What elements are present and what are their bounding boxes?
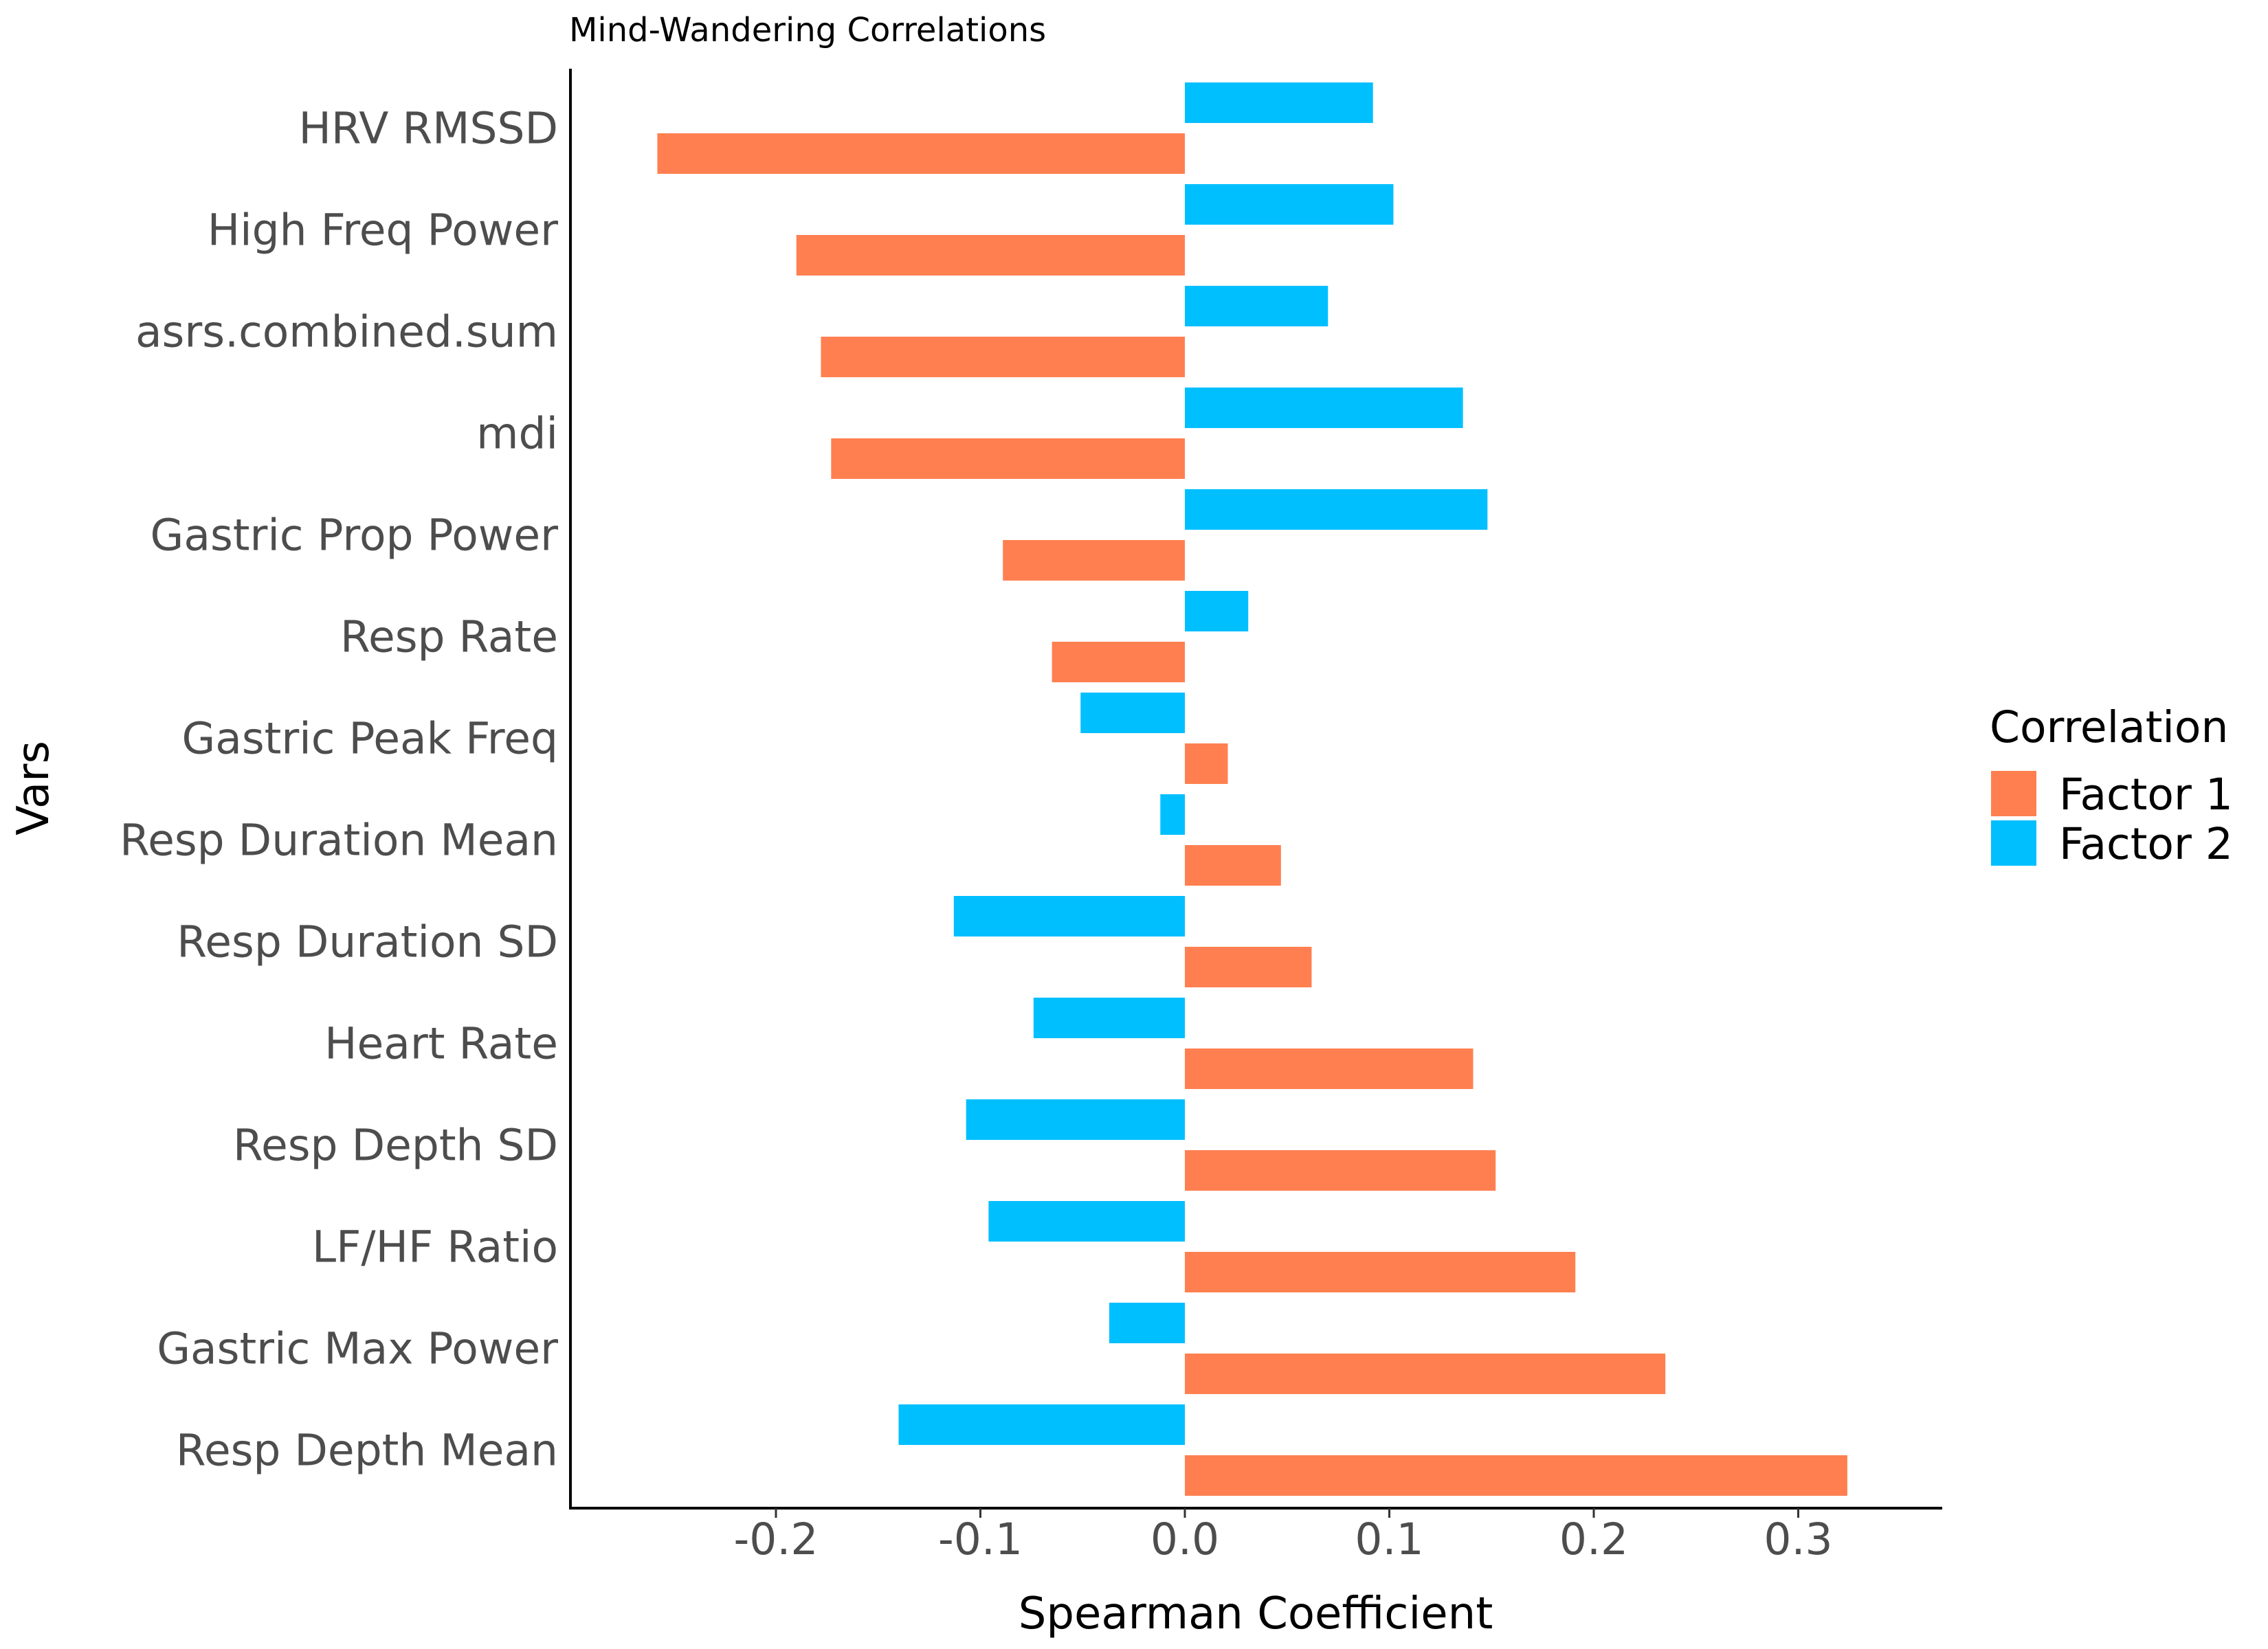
y-tick-label: HRV RMSSD	[299, 104, 558, 154]
x-tick-label: -0.2	[734, 1514, 819, 1564]
bar-factor-1-resp-depth-sd	[1185, 1150, 1496, 1191]
bar-factor-2-gastric-max-power	[1109, 1303, 1185, 1343]
bar-factor-2-mdi	[1185, 388, 1463, 428]
y-tick-label: mdi	[476, 409, 558, 459]
bar-factor-1-resp-rate	[1052, 642, 1185, 682]
bar-factor-1-resp-duration-sd	[1185, 947, 1312, 987]
y-tick-label: Resp Depth SD	[233, 1121, 558, 1171]
legend-title: Correlation	[1990, 702, 2228, 752]
y-tick-label: Resp Depth Mean	[176, 1426, 558, 1476]
bar-factor-1-asrs-combined-sum	[821, 337, 1185, 377]
bar-factor-2-lf-hf-ratio	[988, 1201, 1185, 1242]
y-axis-title: Vars	[8, 741, 59, 835]
bar-factor-1-resp-duration-mean	[1185, 845, 1281, 886]
y-tick-label: Gastric Peak Freq	[181, 714, 558, 764]
bar-factor-2-resp-duration-sd	[953, 896, 1185, 936]
y-tick-label: Resp Rate	[340, 612, 558, 662]
y-tick-label: LF/HF Ratio	[312, 1222, 558, 1272]
legend-label-factor-2: Factor 2	[2059, 819, 2233, 869]
bar-factor-2-heart-rate	[1033, 998, 1185, 1038]
y-tick-label: Heart Rate	[324, 1019, 558, 1069]
bar-factor-2-resp-depth-sd	[966, 1099, 1185, 1140]
x-tick-label: 0.3	[1764, 1514, 1832, 1564]
y-tick-label: Resp Duration Mean	[120, 816, 558, 866]
bar-factor-2-hrv-rmssd	[1185, 82, 1373, 123]
bars	[657, 82, 1847, 1496]
y-tick-label: Resp Duration SD	[177, 917, 558, 967]
x-axis-ticks: -0.2 -0.1 0.0 0.1 0.2 0.3	[734, 1508, 1833, 1564]
y-axis-labels: HRV RMSSD High Freq Power asrs.combined.su…	[120, 104, 558, 1476]
x-tick-label: 0.2	[1559, 1514, 1628, 1564]
x-tick-label: 0.0	[1150, 1514, 1219, 1564]
bar-factor-2-resp-duration-mean	[1160, 794, 1185, 835]
y-tick-label: High Freq Power	[208, 205, 558, 256]
bar-factor-1-gastric-prop-power	[1003, 540, 1185, 581]
bar-factor-2-high-freq-power	[1185, 184, 1394, 225]
y-tick-label: Gastric Prop Power	[151, 511, 559, 561]
bar-factor-1-gastric-peak-freq	[1185, 743, 1228, 784]
legend-swatch-factor-1	[1991, 771, 2036, 816]
bar-factor-2-gastric-prop-power	[1185, 489, 1488, 530]
y-tick-label: asrs.combined.sum	[135, 307, 558, 357]
bar-factor-1-hrv-rmssd	[657, 133, 1185, 174]
x-axis-title: Spearman Coefficient	[1019, 1589, 1493, 1639]
bar-factor-1-resp-depth-mean	[1185, 1455, 1847, 1496]
x-tick-label: 0.1	[1355, 1514, 1423, 1564]
x-tick-label: -0.1	[938, 1514, 1023, 1564]
y-tick-label: Gastric Max Power	[157, 1324, 558, 1374]
bar-factor-2-asrs-combined-sum	[1185, 286, 1328, 326]
legend-label-factor-1: Factor 1	[2059, 770, 2233, 820]
legend-swatch-factor-2	[1991, 820, 2036, 866]
bar-factor-1-gastric-max-power	[1185, 1354, 1666, 1394]
chart-title: Mind-Wandering Correlations	[569, 11, 1046, 49]
bar-factor-1-high-freq-power	[796, 235, 1185, 276]
bar-factor-1-heart-rate	[1185, 1048, 1474, 1089]
bar-factor-1-mdi	[831, 438, 1185, 479]
bar-factor-2-gastric-peak-freq	[1080, 693, 1185, 733]
bar-factor-2-resp-depth-mean	[898, 1404, 1185, 1445]
bar-factor-1-lf-hf-ratio	[1185, 1252, 1576, 1292]
bar-factor-2-resp-rate	[1185, 591, 1249, 631]
